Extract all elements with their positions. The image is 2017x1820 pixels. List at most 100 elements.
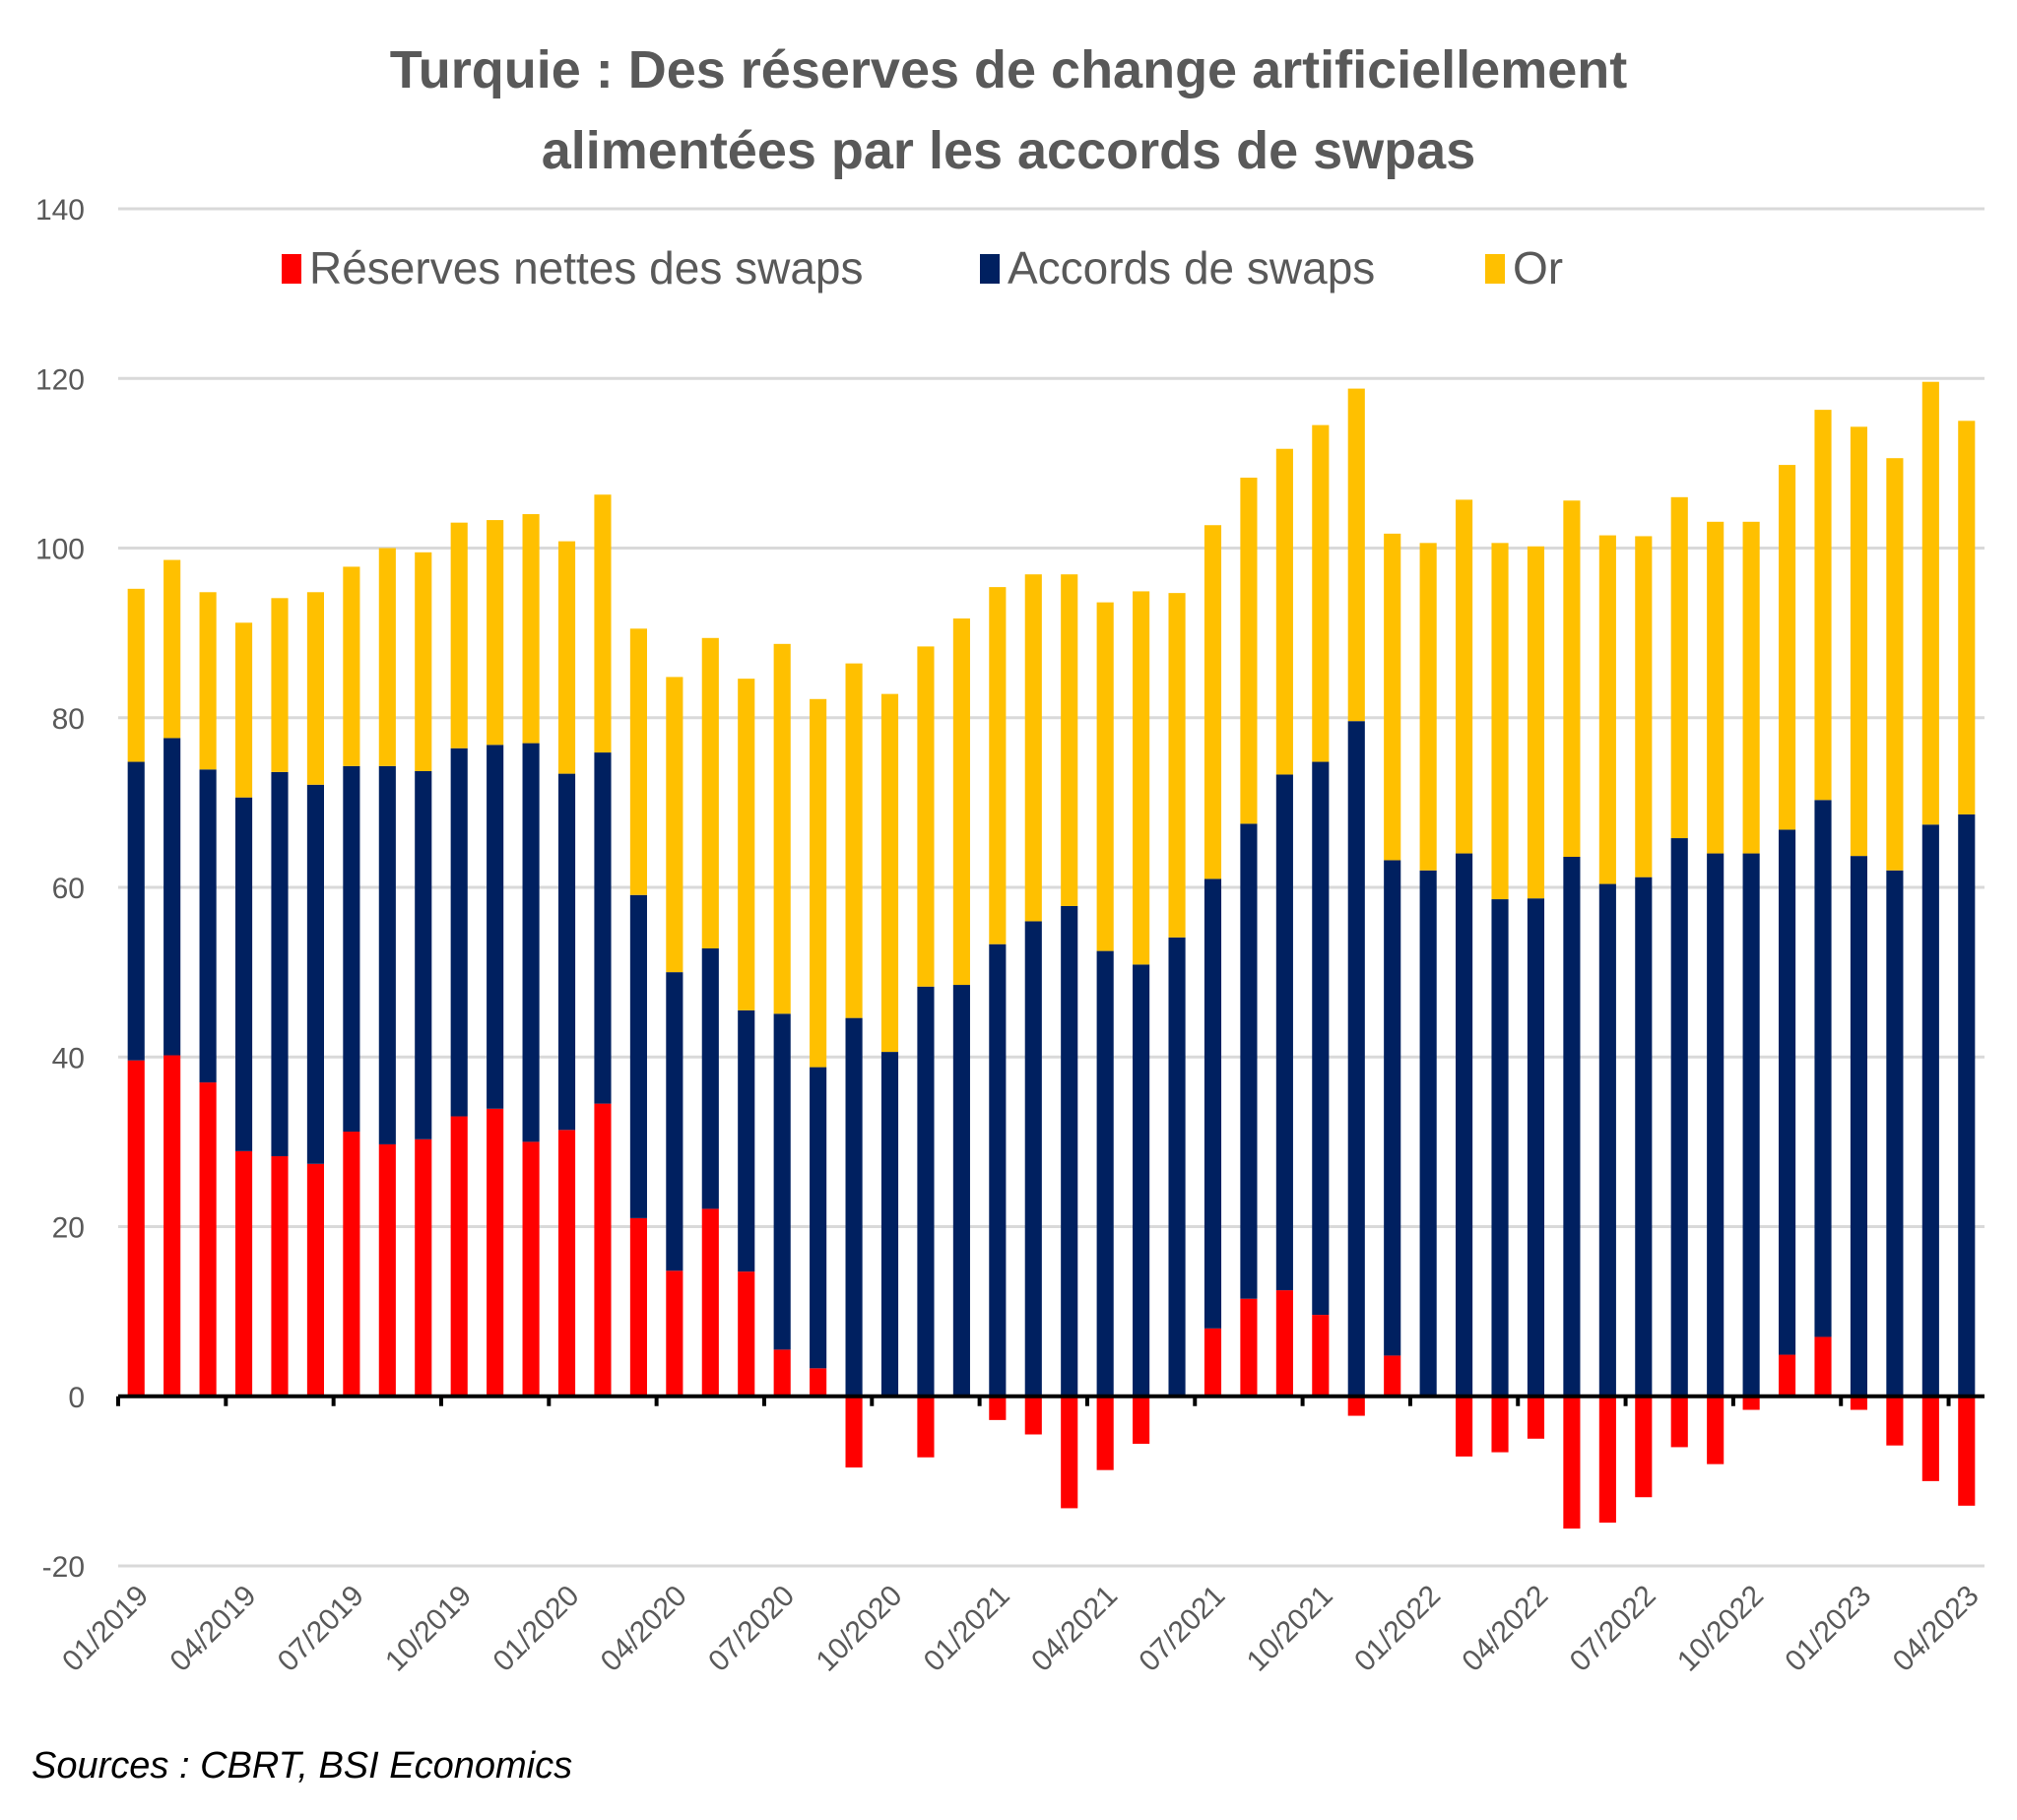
bar-accords-swaps [880,1052,899,1397]
bar-or [1347,388,1365,722]
bar-reserves-nettes [1527,1396,1545,1439]
bar-or [1527,546,1545,899]
bar-or [1635,536,1653,878]
bar-or [522,514,540,744]
bar-or [1850,426,1868,857]
bar-or [666,677,683,973]
bar-or [1598,535,1616,884]
bars [127,381,1976,1529]
x-tick-label: 01/2021 [918,1580,1016,1678]
chart-title-line-1: Turquie : Des réserves de change artific… [389,40,1628,99]
x-tick-label: 10/2021 [1241,1580,1339,1678]
y-tick-label: 80 [52,703,85,736]
bar-accords-swaps [629,894,647,1218]
bar-or [1133,591,1150,965]
bar-reserves-nettes [557,1130,576,1397]
bar-reserves-nettes [1061,1396,1078,1509]
bar-reserves-nettes [522,1141,540,1397]
x-axis-tick-labels: 01/2019 04/2019 07/2019 10/2019 01/2020 04/20… [56,1580,1985,1678]
legend-swatch [282,254,301,284]
bar-or [487,520,504,746]
x-tick-label: 07/2021 [1133,1580,1231,1678]
bar-reserves-nettes [1670,1396,1688,1448]
legend-swatch [1485,254,1505,284]
bar-accords-swaps [1384,860,1401,1356]
bar-reserves-nettes [1024,1396,1042,1435]
bar-or [306,592,324,785]
bar-reserves-nettes [450,1116,468,1397]
bar-reserves-nettes [1635,1396,1653,1498]
bar-reserves-nettes [1347,1396,1365,1416]
bar-accords-swaps [1958,813,1976,1397]
bar-reserves-nettes [989,1396,1007,1420]
x-tick-label: 07/2020 [702,1580,801,1678]
bar-reserves-nettes [415,1138,432,1397]
y-tick-label: 140 [35,194,85,227]
bar-accords-swaps [1707,853,1724,1397]
bar-or [701,637,719,949]
bar-or [1814,410,1832,801]
bar-accords-swaps [522,743,540,1142]
bar-or [1024,574,1042,922]
bar-accords-swaps [1168,937,1186,1397]
bar-or [1096,602,1114,951]
bar-accords-swaps [487,745,504,1109]
bar-reserves-nettes [1563,1396,1581,1529]
bar-or [629,628,647,895]
bar-accords-swaps [1456,853,1473,1397]
x-tick-label: 04/2023 [1887,1580,1985,1678]
legend-swatch [980,254,1000,284]
y-tick-label: 60 [52,873,85,905]
bar-accords-swaps [773,1013,791,1350]
bar-reserves-nettes [1598,1396,1616,1524]
bar-or [271,598,289,772]
x-tick-label: 10/2019 [379,1580,478,1678]
bar-or [163,559,181,739]
bar-reserves-nettes [378,1143,396,1397]
bar-reserves-nettes [1886,1396,1904,1446]
bar-accords-swaps [1419,870,1437,1397]
bar-accords-swaps [1240,823,1258,1299]
x-tick-label: 01/2022 [1348,1580,1447,1678]
bar-reserves-nettes [629,1217,647,1397]
bar-reserves-nettes [271,1156,289,1397]
bar-or [1275,448,1293,775]
x-tick-label: 07/2022 [1564,1580,1662,1678]
bar-reserves-nettes [810,1368,827,1397]
bar-or [199,592,217,770]
bar-reserves-nettes [1742,1396,1760,1410]
bar-or [594,494,612,753]
bar-or [378,548,396,766]
bar-reserves-nettes [1958,1396,1976,1506]
y-tick-label: 20 [52,1212,85,1245]
bar-or [127,588,145,762]
bar-accords-swaps [127,761,145,1061]
bar-accords-swaps [1347,721,1365,1397]
bar-or [845,663,863,1018]
bar-accords-swaps [271,771,289,1157]
bar-or [1456,499,1473,854]
x-tick-label: 01/2020 [487,1580,585,1678]
bar-or [1312,424,1330,762]
bar-or [1670,496,1688,839]
bar-or [1563,500,1581,857]
bar-accords-swaps [1779,829,1796,1355]
bar-or [1061,574,1078,906]
bar-reserves-nettes [1384,1355,1401,1397]
x-tick-label: 04/2020 [595,1580,693,1678]
bar-or [1921,381,1939,825]
bar-or [415,552,432,772]
bar-or [952,618,970,986]
bar-or [917,646,935,987]
bar-reserves-nettes [1850,1396,1868,1410]
x-axis [116,1394,1984,1406]
bar-accords-swaps [1204,878,1222,1329]
bar-reserves-nettes [701,1208,719,1397]
source-note: Sources : CBRT, BSI Economics [32,1745,573,1787]
bar-accords-swaps [1491,899,1509,1397]
bar-reserves-nettes [594,1103,612,1397]
bar-reserves-nettes [845,1396,863,1468]
x-tick-label: 10/2022 [1671,1580,1770,1678]
bar-reserves-nettes [487,1108,504,1397]
bar-or [1958,421,1976,814]
